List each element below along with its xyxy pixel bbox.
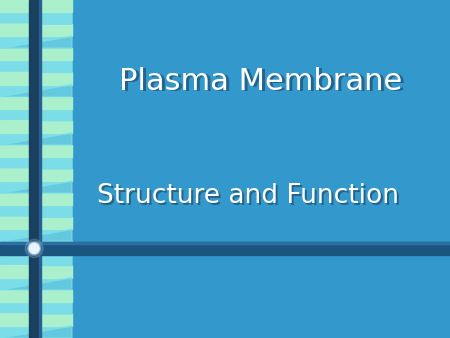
Bar — [29, 0, 39, 338]
Text: Structure and Function: Structure and Function — [99, 185, 401, 211]
Polygon shape — [0, 72, 72, 97]
Polygon shape — [0, 277, 72, 290]
Polygon shape — [0, 290, 72, 302]
Polygon shape — [0, 193, 72, 217]
Polygon shape — [0, 314, 72, 326]
Polygon shape — [0, 145, 72, 157]
Polygon shape — [0, 241, 72, 254]
Polygon shape — [0, 314, 72, 326]
Polygon shape — [0, 0, 72, 12]
Bar — [0, 242, 450, 244]
Polygon shape — [0, 266, 72, 290]
Text: Structure and Function: Structure and Function — [96, 183, 399, 209]
Bar — [0, 242, 450, 255]
Polygon shape — [0, 169, 72, 181]
Ellipse shape — [25, 239, 43, 258]
Polygon shape — [0, 133, 72, 145]
Bar — [39, 0, 41, 338]
Polygon shape — [0, 84, 72, 97]
Polygon shape — [0, 217, 72, 230]
Polygon shape — [0, 314, 72, 338]
Polygon shape — [0, 0, 72, 24]
Polygon shape — [0, 145, 72, 169]
Text: Plasma Membrane: Plasma Membrane — [122, 68, 405, 97]
Polygon shape — [0, 48, 72, 61]
Ellipse shape — [28, 242, 40, 255]
Polygon shape — [0, 97, 72, 121]
Polygon shape — [0, 169, 72, 181]
Polygon shape — [0, 24, 72, 36]
Polygon shape — [0, 169, 72, 193]
Polygon shape — [0, 121, 72, 145]
Polygon shape — [0, 48, 72, 72]
Ellipse shape — [29, 243, 39, 254]
Polygon shape — [0, 230, 72, 241]
Polygon shape — [0, 24, 72, 36]
Polygon shape — [0, 121, 72, 133]
Polygon shape — [0, 290, 72, 314]
Polygon shape — [0, 326, 72, 338]
Polygon shape — [0, 181, 72, 193]
Polygon shape — [0, 193, 72, 205]
Polygon shape — [0, 241, 72, 266]
Polygon shape — [0, 72, 72, 84]
Text: Plasma Membrane: Plasma Membrane — [119, 67, 403, 96]
Polygon shape — [0, 36, 72, 48]
Polygon shape — [0, 24, 72, 48]
Polygon shape — [0, 217, 72, 241]
Polygon shape — [0, 266, 72, 277]
Polygon shape — [0, 121, 72, 133]
Polygon shape — [0, 266, 72, 277]
Polygon shape — [0, 217, 72, 230]
Polygon shape — [0, 97, 72, 108]
Polygon shape — [0, 72, 72, 84]
